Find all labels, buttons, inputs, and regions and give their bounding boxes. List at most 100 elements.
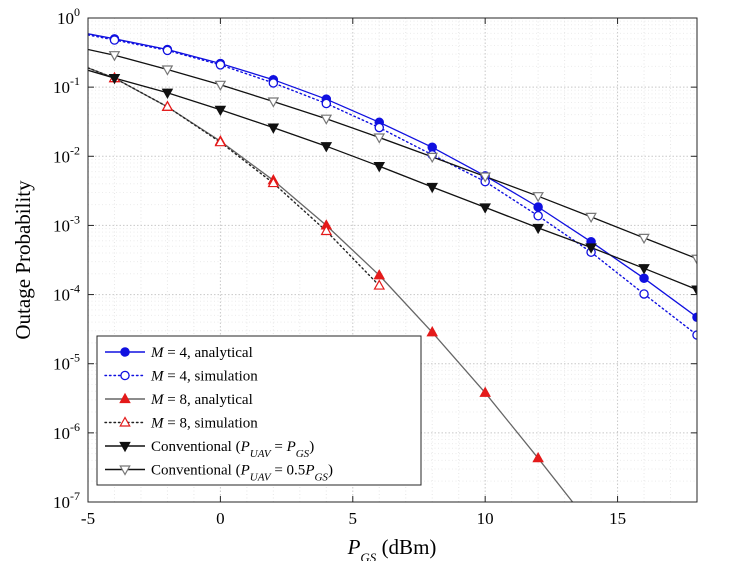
legend-label-m8-analytical: M = 8, analytical xyxy=(150,392,253,408)
conventional-marker xyxy=(161,88,174,99)
m4-simulation-marker xyxy=(639,289,649,299)
y-tick-exponent: -7 xyxy=(70,489,80,503)
y-tick-base: 10 xyxy=(53,286,70,305)
legend-marker-conventional-half xyxy=(119,465,131,476)
m8-simulation-marker xyxy=(373,279,386,290)
m4-simulation-marker xyxy=(162,45,173,56)
m8-simulation-marker xyxy=(320,224,333,236)
conventional-half-marker xyxy=(638,233,650,245)
y-axis-label: Outage Probability xyxy=(11,180,35,340)
conventional-marker xyxy=(373,162,386,173)
conventional-marker xyxy=(479,203,491,214)
y-tick-exponent: -5 xyxy=(70,351,80,365)
legend-marker-m4-analytical xyxy=(120,347,130,357)
m4-simulation-marker xyxy=(533,211,543,221)
legend-label-part: M xyxy=(150,392,165,408)
y-tick-base: 10 xyxy=(53,78,70,97)
x-tick-label: 0 xyxy=(216,509,225,528)
conventional-half-marker xyxy=(161,65,174,76)
x-axis-label: PGS (dBm) xyxy=(347,535,437,561)
legend-label-part: P xyxy=(304,463,314,479)
conventional-half-marker xyxy=(108,51,121,62)
legend-label-part: = 0.5 xyxy=(271,463,306,479)
conventional-half-marker xyxy=(691,254,697,265)
conventional-half-marker xyxy=(320,114,333,125)
y-tick-label: 10-5 xyxy=(53,351,80,374)
legend-marker-m8-simulation xyxy=(119,416,131,427)
legend-label-part: UAV xyxy=(250,448,272,460)
conventional-marker xyxy=(691,285,697,296)
y-tick-exponent: -6 xyxy=(70,420,80,434)
y-tick-label: 10-7 xyxy=(53,489,80,512)
y-tick-exponent: -1 xyxy=(70,74,80,88)
x-tick-label: 5 xyxy=(349,509,358,528)
conventional-half-marker xyxy=(532,192,544,203)
legend-label-m8-simulation: M = 8, simulation xyxy=(150,416,258,432)
m8-simulation-marker xyxy=(267,176,280,188)
m4-simulation-marker xyxy=(692,330,697,340)
m8-simulation-marker xyxy=(161,100,174,111)
y-tick-label: 100 xyxy=(57,5,80,28)
legend-label-part: = 8, analytical xyxy=(164,392,253,408)
legend-label-part: M xyxy=(150,369,165,385)
legend-box xyxy=(96,335,422,486)
legend-marker-conventional xyxy=(119,441,131,453)
y-tick-exponent: 0 xyxy=(74,5,80,19)
m4-simulation-marker xyxy=(321,98,332,109)
legend-label-conventional-half: Conventional (PUAV = 0.5PGS) xyxy=(151,463,333,484)
legend-label-part: = 8, simulation xyxy=(164,416,259,432)
legend-label-part: UAV xyxy=(250,472,272,484)
conventional-marker xyxy=(108,74,121,85)
y-tick-label: 10-2 xyxy=(53,143,80,166)
conventional-half-marker xyxy=(214,80,227,92)
y-tick-base: 10 xyxy=(53,147,70,166)
legend-label-part: P xyxy=(240,463,250,479)
m4-simulation-marker xyxy=(374,122,385,133)
legend-label-conventional: Conventional (PUAV = PGS) xyxy=(151,439,314,460)
series-markers xyxy=(108,34,697,463)
m4-simulation-marker xyxy=(109,35,120,45)
y-tick-base: 10 xyxy=(53,216,70,235)
conventional-marker xyxy=(267,123,280,134)
x-axis-label-unit: (dBm) xyxy=(376,535,436,559)
legend-label-part: P xyxy=(286,439,296,455)
y-tick-base: 10 xyxy=(57,9,74,28)
legend-label-m4-analytical: M = 4, analytical xyxy=(150,345,253,361)
legend-label-part: Conventional ( xyxy=(151,439,241,455)
y-tick-label: 10-3 xyxy=(53,212,80,235)
plot-frame xyxy=(87,17,698,503)
legend-label-part: ) xyxy=(309,439,314,455)
x-tick-label: 15 xyxy=(609,509,626,528)
x-tick-label: -5 xyxy=(81,509,95,528)
x-axis-label-sub: GS xyxy=(360,550,376,561)
legend-label-part: = 4, analytical xyxy=(164,345,253,361)
y-tick-exponent: -2 xyxy=(70,143,80,157)
y-tick-exponent: -4 xyxy=(70,282,80,296)
y-tick-label: 10-1 xyxy=(53,74,80,97)
legend-label-part: Conventional ( xyxy=(151,463,241,479)
legend-label-part: GS xyxy=(314,472,328,484)
legend-label-part: = 4, simulation xyxy=(164,369,259,385)
m4-analytical-marker xyxy=(639,273,649,284)
m4-simulation-marker xyxy=(215,60,226,70)
y-tick-label: 10-6 xyxy=(53,420,80,443)
legend-label-m4-simulation: M = 4, simulation xyxy=(150,369,258,385)
y-tick-exponent: -3 xyxy=(70,212,80,226)
y-tick-base: 10 xyxy=(53,355,70,374)
conventional-marker xyxy=(214,105,227,117)
conventional-half-marker xyxy=(426,152,438,164)
legend-label-part: = xyxy=(271,439,287,455)
m4-simulation-marker xyxy=(268,78,279,88)
x-tick-label: 10 xyxy=(477,509,494,528)
x-axis-label-main: P xyxy=(347,535,361,559)
conventional-marker xyxy=(426,182,438,194)
legend-label-part: M xyxy=(150,345,165,361)
m8-simulation-marker xyxy=(214,135,227,147)
y-tick-base: 10 xyxy=(53,424,70,443)
conventional-half-marker xyxy=(267,97,280,108)
conventional-half-marker xyxy=(373,133,386,144)
conventional-marker xyxy=(638,264,650,275)
legend-marker-m4-simulation xyxy=(120,370,130,381)
